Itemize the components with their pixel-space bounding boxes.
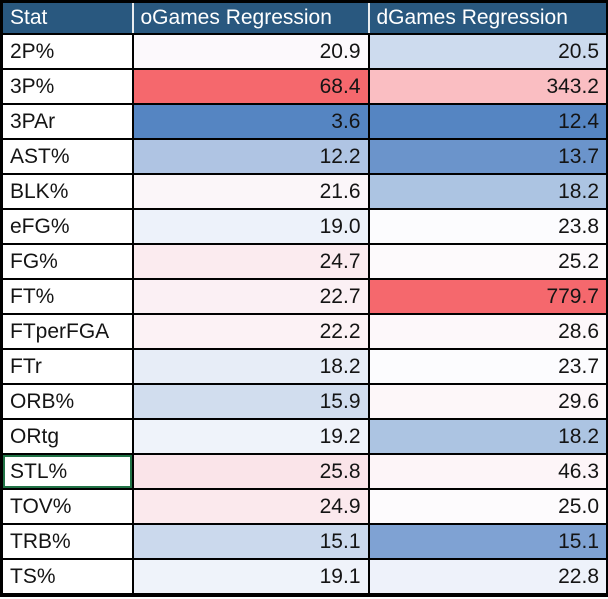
stat-cell[interactable]: FT% xyxy=(0,278,134,315)
table-row: FG% 24.7 25.2 xyxy=(0,243,608,280)
table-row: TOV% 24.9 25.0 xyxy=(0,488,608,525)
table-row: ORB% 15.9 29.6 xyxy=(0,383,608,420)
dgames-cell[interactable]: 28.6 xyxy=(367,313,608,350)
header-cell-stat[interactable]: Stat xyxy=(1,1,133,35)
ogames-cell[interactable]: 15.1 xyxy=(131,523,370,560)
header-cell-ogames-regression[interactable]: oGames Regression xyxy=(131,1,369,35)
table-row: FTr 18.2 23.7 xyxy=(0,348,608,385)
dgames-cell[interactable]: 22.8 xyxy=(367,558,608,596)
table-row: ORtg 19.2 18.2 xyxy=(0,418,608,455)
ogames-cell[interactable]: 24.7 xyxy=(131,243,370,280)
stat-cell[interactable]: STL% xyxy=(0,453,134,490)
stat-cell[interactable]: BLK% xyxy=(0,173,134,210)
table-body: 2P% 20.9 20.5 3P% 68.4 343.2 3PAr 3.6 12… xyxy=(0,33,608,596)
header-row: Stat oGames Regression dGames Regression xyxy=(1,1,608,35)
ogames-cell[interactable]: 19.1 xyxy=(131,558,370,596)
stat-cell[interactable]: TOV% xyxy=(0,488,134,525)
stat-cell[interactable]: 3PAr xyxy=(0,103,134,140)
stat-cell[interactable]: FG% xyxy=(0,243,134,280)
stat-cell[interactable]: FTperFGA xyxy=(0,313,134,350)
stat-cell[interactable]: ORB% xyxy=(0,383,134,420)
table-row: AST% 12.2 13.7 xyxy=(0,138,608,175)
table-row: eFG% 19.0 23.8 xyxy=(0,208,608,245)
ogames-cell[interactable]: 22.2 xyxy=(131,313,370,350)
table-row: FT% 22.7 779.7 xyxy=(0,278,608,315)
ogames-cell[interactable]: 21.6 xyxy=(131,173,370,210)
dgames-cell[interactable]: 20.5 xyxy=(367,33,608,70)
ogames-cell[interactable]: 12.2 xyxy=(131,138,370,175)
table-row: STL% 25.8 46.3 xyxy=(0,453,608,490)
ogames-cell[interactable]: 25.8 xyxy=(131,453,370,490)
dgames-cell[interactable]: 29.6 xyxy=(367,383,608,420)
ogames-cell[interactable]: 18.2 xyxy=(131,348,370,385)
dgames-cell[interactable]: 25.0 xyxy=(367,488,608,525)
stat-cell[interactable]: 2P% xyxy=(0,33,134,70)
dgames-cell[interactable]: 23.7 xyxy=(367,348,608,385)
stat-cell[interactable]: eFG% xyxy=(0,208,134,245)
ogames-cell[interactable]: 19.2 xyxy=(131,418,370,455)
dgames-cell[interactable]: 343.2 xyxy=(367,68,608,105)
table-row: 3P% 68.4 343.2 xyxy=(0,68,608,105)
table-row: FTperFGA 22.2 28.6 xyxy=(0,313,608,350)
header-cell-dgames-regression[interactable]: dGames Regression xyxy=(367,1,608,35)
stat-cell[interactable]: TS% xyxy=(0,558,134,596)
dgames-cell[interactable]: 25.2 xyxy=(367,243,608,280)
dgames-cell[interactable]: 15.1 xyxy=(367,523,608,560)
table-row: TS% 19.1 22.8 xyxy=(0,558,608,596)
ogames-cell[interactable]: 15.9 xyxy=(131,383,370,420)
ogames-cell[interactable]: 22.7 xyxy=(131,278,370,315)
dgames-cell[interactable]: 18.2 xyxy=(367,173,608,210)
dgames-cell[interactable]: 13.7 xyxy=(367,138,608,175)
dgames-cell[interactable]: 779.7 xyxy=(367,278,608,315)
dgames-cell[interactable]: 12.4 xyxy=(367,103,608,140)
dgames-cell[interactable]: 46.3 xyxy=(367,453,608,490)
ogames-cell[interactable]: 24.9 xyxy=(131,488,370,525)
table-row: BLK% 21.6 18.2 xyxy=(0,173,608,210)
stat-cell[interactable]: TRB% xyxy=(0,523,134,560)
stat-cell[interactable]: ORtg xyxy=(0,418,134,455)
stat-cell[interactable]: AST% xyxy=(0,138,134,175)
stat-cell[interactable]: FTr xyxy=(0,348,134,385)
dgames-cell[interactable]: 18.2 xyxy=(367,418,608,455)
table-row: TRB% 15.1 15.1 xyxy=(0,523,608,560)
dgames-cell[interactable]: 23.8 xyxy=(367,208,608,245)
table-row: 3PAr 3.6 12.4 xyxy=(0,103,608,140)
table-row: 2P% 20.9 20.5 xyxy=(0,33,608,70)
ogames-cell[interactable]: 3.6 xyxy=(131,103,370,140)
ogames-cell[interactable]: 19.0 xyxy=(131,208,370,245)
ogames-cell[interactable]: 20.9 xyxy=(131,33,370,70)
stat-cell[interactable]: 3P% xyxy=(0,68,134,105)
ogames-cell[interactable]: 68.4 xyxy=(131,68,370,105)
